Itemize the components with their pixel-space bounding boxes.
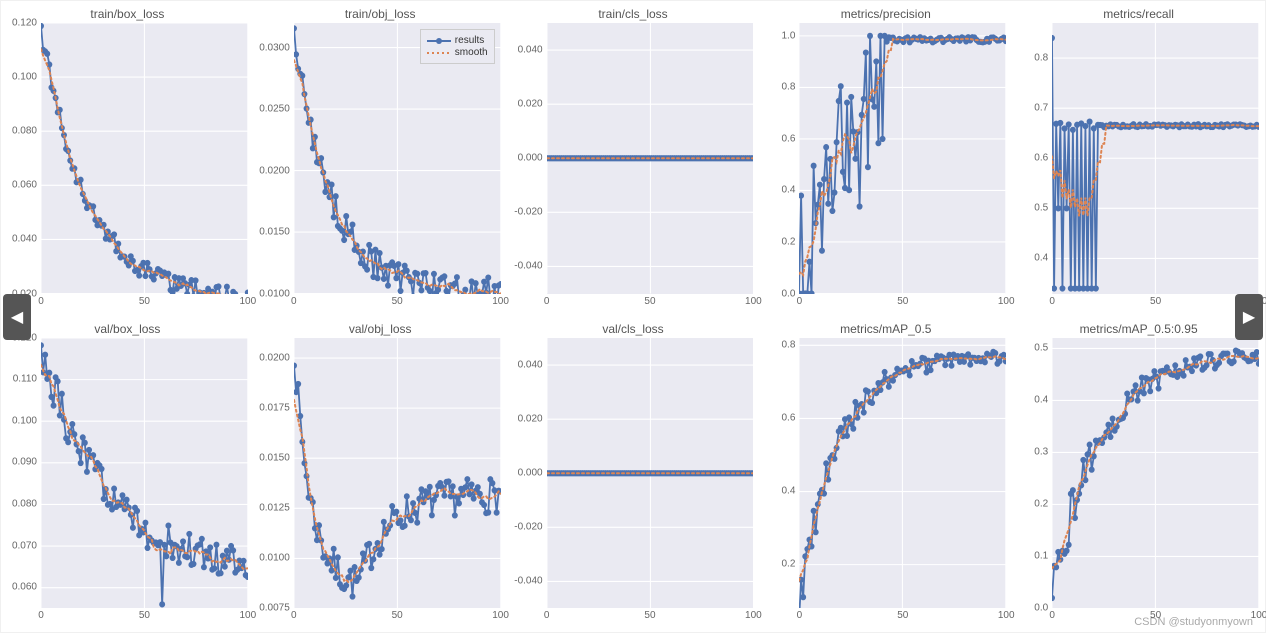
subplot-title: train/box_loss [1,7,254,21]
subplot-title: val/obj_loss [254,322,507,336]
watermark-text: CSDN @studyonmyown [1134,616,1253,628]
plot-area: 0.00.10.20.30.40.5050100 [1052,338,1259,609]
subplot-val_obj_loss: val/obj_loss 0.00750.01000.01250.01500.01… [254,318,507,633]
x-axis-ticks: 050100 [294,610,501,626]
x-axis-ticks: 050100 [547,296,754,312]
y-axis-ticks: 0.00750.01000.01250.01500.01750.0200 [254,338,292,609]
x-axis-ticks: 050100 [799,610,1006,626]
plot-area: 0.20.40.60.8050100 [799,338,1006,609]
x-axis-ticks: 050100 [1052,296,1259,312]
prev-image-button[interactable]: ◀ [3,294,31,340]
y-axis-ticks: 0.00.10.20.30.40.5 [1012,338,1050,609]
x-axis-ticks: 050100 [41,296,248,312]
y-axis-ticks: 0.0200.0400.0600.0800.1000.120 [1,23,39,294]
x-axis-ticks: 050100 [547,610,754,626]
y-axis-ticks: 0.0600.0700.0800.0900.1000.1100.120 [1,338,39,609]
plot-area: 0.0200.0400.0600.0800.1000.120050100 [41,23,248,294]
y-axis-ticks: 0.00.20.40.60.81.0 [759,23,797,294]
legend: resultssmooth [420,29,495,64]
subplot-title: metrics/precision [759,7,1012,21]
legend-smooth-label: smooth [455,47,488,58]
legend-results-label: results [455,35,484,46]
next-image-button[interactable]: ▶ [1235,294,1263,340]
subplot-metrics_recall: metrics/recall 0.40.50.60.70.8050100 [1012,3,1265,318]
plot-area: 0.00750.01000.01250.01500.01750.02000501… [294,338,501,609]
subplot-title: metrics/recall [1012,7,1265,21]
subplot-train_cls_loss: train/cls_loss -0.040-0.0200.0000.0200.04… [507,3,760,318]
subplot-val_box_loss: val/box_loss 0.0600.0700.0800.0900.1000.1… [1,318,254,633]
x-axis-ticks: 050100 [294,296,501,312]
subplot-metrics_precision: metrics/precision 0.00.20.40.60.81.005010… [759,3,1012,318]
plot-area: 0.00.20.40.60.81.0050100 [799,23,1006,294]
x-axis-ticks: 050100 [41,610,248,626]
plot-area: 0.40.50.60.70.8050100 [1052,23,1259,294]
subplot-grid: train/box_loss 0.0200.0400.0600.0800.1000… [1,1,1265,632]
plot-area: -0.040-0.0200.0000.0200.040050100 [547,23,754,294]
subplot-title: metrics/mAP_0.5 [759,322,1012,336]
subplot-title: train/obj_loss [254,7,507,21]
y-axis-ticks: -0.040-0.0200.0000.0200.040 [507,338,545,609]
plot-area: 0.0600.0700.0800.0900.1000.1100.12005010… [41,338,248,609]
subplot-title: metrics/mAP_0.5:0.95 [1012,322,1265,336]
plot-area: 0.01000.01500.02000.02500.0300050100resu… [294,23,501,294]
subplot-train_box_loss: train/box_loss 0.0200.0400.0600.0800.1000… [1,3,254,318]
y-axis-ticks: 0.40.50.60.70.8 [1012,23,1050,294]
subplot-metrics_map5095: metrics/mAP_0.5:0.95 0.00.10.20.30.40.505… [1012,318,1265,633]
y-axis-ticks: 0.01000.01500.02000.02500.0300 [254,23,292,294]
x-axis-ticks: 050100 [799,296,1006,312]
plot-area: -0.040-0.0200.0000.0200.040050100 [547,338,754,609]
subplot-title: val/cls_loss [507,322,760,336]
subplot-title: train/cls_loss [507,7,760,21]
training-results-figure: train/box_loss 0.0200.0400.0600.0800.1000… [0,0,1266,633]
subplot-metrics_map50: metrics/mAP_0.5 0.20.40.60.8050100 [759,318,1012,633]
y-axis-ticks: 0.20.40.60.8 [759,338,797,609]
subplot-title: val/box_loss [1,322,254,336]
subplot-train_obj_loss: train/obj_loss 0.01000.01500.02000.02500.… [254,3,507,318]
y-axis-ticks: -0.040-0.0200.0000.0200.040 [507,23,545,294]
subplot-val_cls_loss: val/cls_loss -0.040-0.0200.0000.0200.0400… [507,318,760,633]
